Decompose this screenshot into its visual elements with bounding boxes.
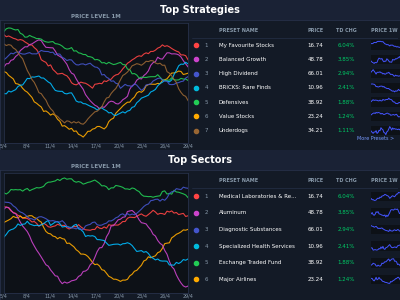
Text: PRICE LEVEL 1M: PRICE LEVEL 1M	[71, 164, 121, 169]
Text: Medical Laboratories & Re...: Medical Laboratories & Re...	[219, 194, 296, 199]
Text: PRESET NAME: PRESET NAME	[219, 28, 258, 33]
Text: BRICKS: Rare Finds: BRICKS: Rare Finds	[219, 85, 271, 90]
Text: 1.88%: 1.88%	[338, 260, 355, 265]
Text: Top Sectors: Top Sectors	[168, 155, 232, 165]
Text: More Presets >: More Presets >	[357, 136, 394, 141]
Text: 1: 1	[205, 43, 208, 48]
Text: 1.11%: 1.11%	[338, 128, 355, 133]
Text: PRICE: PRICE	[308, 178, 324, 183]
Text: PRICE 1W: PRICE 1W	[371, 178, 398, 183]
Text: 16.74: 16.74	[308, 43, 324, 48]
Text: 4: 4	[205, 85, 208, 90]
Text: 1.88%: 1.88%	[338, 100, 355, 105]
Text: 3.85%: 3.85%	[338, 57, 355, 62]
Text: 6.04%: 6.04%	[338, 43, 355, 48]
Text: Aluminum: Aluminum	[219, 211, 247, 215]
Text: 3: 3	[205, 227, 208, 232]
Text: 2.41%: 2.41%	[338, 85, 355, 90]
Text: 34.21: 34.21	[308, 128, 324, 133]
Text: High Dividend: High Dividend	[219, 71, 258, 76]
Text: 2.94%: 2.94%	[338, 227, 355, 232]
Text: 2.94%: 2.94%	[338, 71, 355, 76]
Text: Major Airlines: Major Airlines	[219, 277, 256, 282]
Text: 3.85%: 3.85%	[338, 211, 355, 215]
Text: PRICE 1W: PRICE 1W	[371, 28, 398, 33]
Text: Diagnostic Substances: Diagnostic Substances	[219, 227, 282, 232]
Text: Underdogs: Underdogs	[219, 128, 248, 133]
Text: 6.04%: 6.04%	[338, 194, 355, 199]
Text: 2: 2	[205, 57, 208, 62]
Text: 1: 1	[205, 194, 208, 199]
Text: 23.24: 23.24	[308, 277, 324, 282]
Text: 48.78: 48.78	[308, 57, 324, 62]
Text: PRESET NAME: PRESET NAME	[219, 178, 258, 183]
Text: 2.41%: 2.41%	[338, 244, 355, 249]
Text: My Favourite Stocks: My Favourite Stocks	[219, 43, 274, 48]
Text: Top Strategies: Top Strategies	[160, 5, 240, 15]
Text: 2: 2	[205, 211, 208, 215]
Text: 7: 7	[205, 128, 208, 133]
Text: Exchange Traded Fund: Exchange Traded Fund	[219, 260, 281, 265]
Text: Defensives: Defensives	[219, 100, 249, 105]
Text: Specialized Health Services: Specialized Health Services	[219, 244, 295, 249]
Text: 4: 4	[205, 244, 208, 249]
Text: 6: 6	[205, 277, 208, 282]
Text: 10.96: 10.96	[308, 244, 324, 249]
Text: 38.92: 38.92	[308, 100, 324, 105]
Text: 5: 5	[205, 100, 208, 105]
Text: TD CHG: TD CHG	[336, 28, 357, 33]
Text: 38.92: 38.92	[308, 260, 324, 265]
Text: 10.96: 10.96	[308, 85, 324, 90]
Text: 1.24%: 1.24%	[338, 277, 355, 282]
Text: PRICE LEVEL 1M: PRICE LEVEL 1M	[71, 14, 121, 19]
Text: 23.24: 23.24	[308, 114, 324, 119]
Text: 48.78: 48.78	[308, 211, 324, 215]
Text: 1.24%: 1.24%	[338, 114, 355, 119]
Text: TD CHG: TD CHG	[336, 178, 357, 183]
Text: Value Stocks: Value Stocks	[219, 114, 254, 119]
Text: 3: 3	[205, 71, 208, 76]
Text: Balanced Growth: Balanced Growth	[219, 57, 266, 62]
Text: PRICE: PRICE	[308, 28, 324, 33]
Text: 66.01: 66.01	[308, 71, 324, 76]
Text: 6: 6	[205, 114, 208, 119]
Text: 66.01: 66.01	[308, 227, 324, 232]
Text: 16.74: 16.74	[308, 194, 324, 199]
Text: 5: 5	[205, 260, 208, 265]
